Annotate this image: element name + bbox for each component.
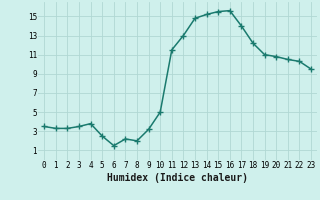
X-axis label: Humidex (Indice chaleur): Humidex (Indice chaleur) — [107, 173, 248, 183]
